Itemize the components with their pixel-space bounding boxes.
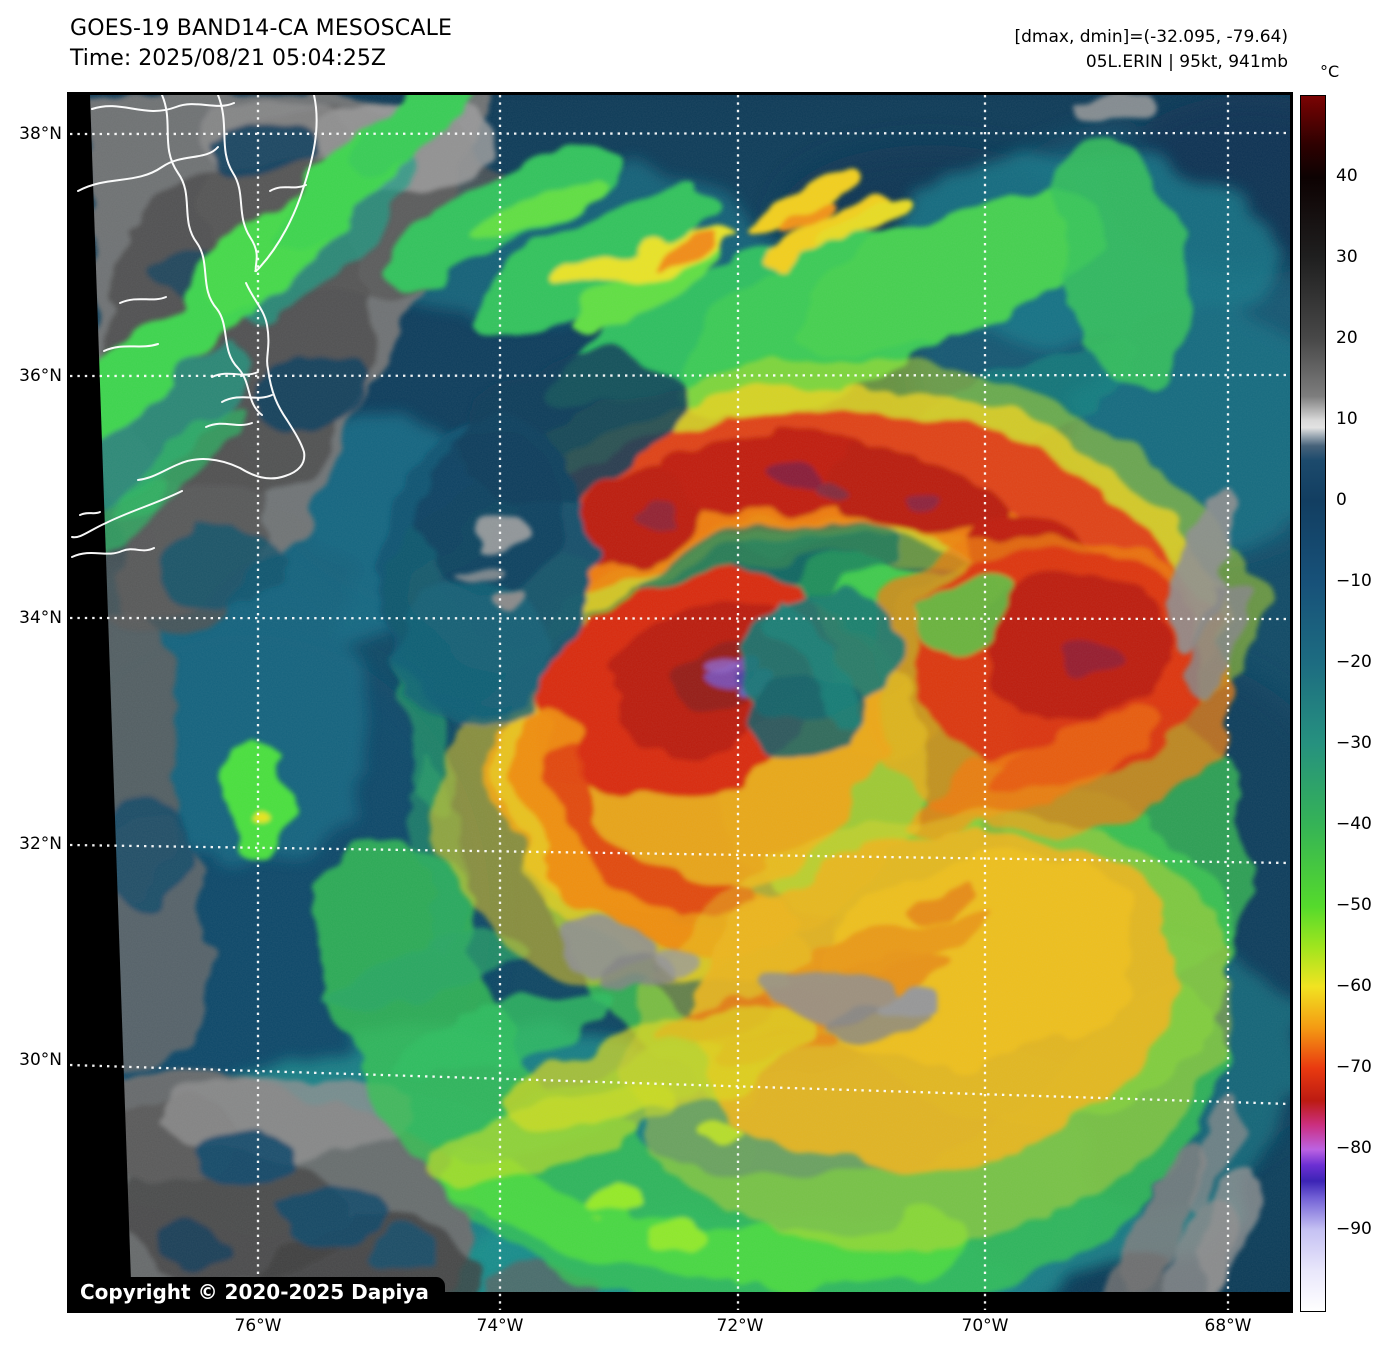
lon-label-70w: 70°W	[961, 1316, 1009, 1336]
scan-edge-wedge	[70, 95, 132, 1310]
latlon-gridlines	[70, 95, 1290, 1310]
page-title: GOES-19 BAND14-CA MESOSCALE	[70, 16, 453, 41]
sensor-grain-overlay	[70, 95, 1290, 1310]
colorbar-tick-40: 40	[1336, 166, 1358, 186]
lat-label-32n: 32°N	[19, 834, 62, 854]
colorbar-tick-m30: −30	[1336, 733, 1372, 753]
storm-info-annotation: 05L.ERIN | 95kt, 941mb	[1085, 52, 1288, 72]
dmax-dmin-annotation: [dmax, dmin]=(-32.095, -79.64)	[1014, 27, 1289, 47]
coastline	[71, 95, 318, 558]
colorbar-tick-30: 30	[1336, 247, 1358, 267]
colorbar-tick-m10: −10	[1336, 571, 1372, 591]
colorbar-gradient	[1301, 96, 1325, 1311]
colorbar-tick-m20: −20	[1336, 652, 1372, 672]
colorbar-tick-10: 10	[1336, 409, 1358, 429]
lat-label-36n: 36°N	[19, 366, 62, 386]
colorbar-unit-label: °C	[1320, 62, 1340, 81]
colorbar-tick-m50: −50	[1336, 895, 1372, 915]
timestamp-label: Time: 2025/08/21 05:04:25Z	[70, 46, 386, 71]
colorbar-tick-m60: −60	[1336, 976, 1372, 996]
colorbar-tick-m90: −90	[1336, 1219, 1372, 1239]
satellite-image	[70, 95, 1290, 1310]
colorbar-tick-m70: −70	[1336, 1057, 1372, 1077]
colorbar-tick-20: 20	[1336, 328, 1358, 348]
lat-label-30n: 30°N	[19, 1050, 62, 1070]
lat-label-34n: 34°N	[19, 608, 62, 628]
colorbar-tick-m40: −40	[1336, 814, 1372, 834]
colorbar-tick-m80: −80	[1336, 1138, 1372, 1158]
lon-label-74w: 74°W	[476, 1316, 524, 1336]
lat-label-38n: 38°N	[19, 124, 62, 144]
colorbar	[1300, 95, 1326, 1312]
lon-label-72w: 72°W	[716, 1316, 764, 1336]
lon-label-68w: 68°W	[1204, 1316, 1252, 1336]
satellite-map: Copyright © 2020-2025 Dapiya	[67, 92, 1293, 1313]
colorbar-tick-0: 0	[1336, 490, 1347, 510]
lon-label-76w: 76°W	[234, 1316, 282, 1336]
copyright-watermark: Copyright © 2020-2025 Dapiya	[70, 1277, 445, 1310]
